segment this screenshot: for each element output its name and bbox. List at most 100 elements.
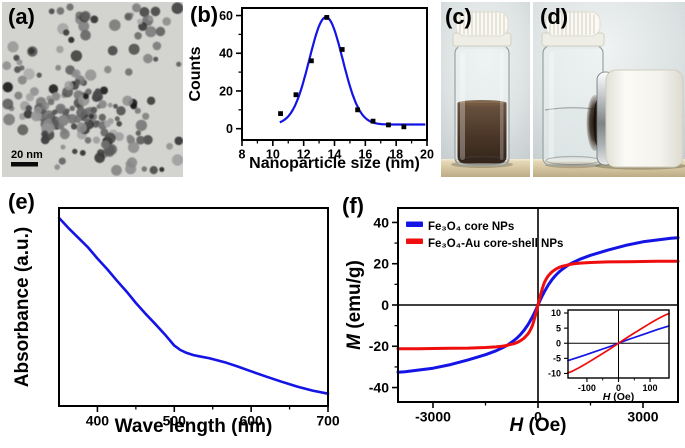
nanoparticle — [113, 103, 118, 109]
x-tick-label: 0 — [534, 409, 542, 425]
nanoparticle — [34, 106, 43, 114]
nanoparticles — [2, 2, 183, 176]
nanoparticle — [64, 80, 74, 91]
legend-swatch — [406, 221, 423, 227]
nanoparticle — [92, 90, 101, 99]
nanoparticle — [23, 68, 35, 80]
nanoparticle — [52, 109, 58, 115]
nanoparticle — [80, 30, 91, 41]
x-tick-label: 3000 — [627, 409, 658, 425]
x-tick-label: 8 — [239, 147, 246, 161]
nanoparticle — [25, 105, 33, 112]
nanoparticle — [13, 54, 20, 62]
nanoparticle — [132, 3, 141, 13]
nanoparticle — [134, 107, 141, 114]
y-axis-label: M (emu/g) — [344, 260, 365, 350]
nanoparticle — [55, 103, 66, 115]
x-tick-label: 600 — [239, 413, 263, 429]
data-point — [293, 92, 299, 98]
panel-c-photo: (c) — [441, 2, 530, 177]
cap-ribs — [549, 12, 595, 36]
nanoparticle — [166, 142, 174, 150]
y-axis-label: Counts — [187, 46, 204, 101]
nanoparticle — [114, 132, 124, 142]
y-tick-label: 0 — [556, 338, 561, 348]
nanoparticle — [149, 166, 158, 175]
x-tick-label: 0 — [616, 383, 621, 393]
nanoparticle — [2, 82, 13, 93]
series-line — [567, 312, 670, 374]
nanoparticle — [122, 95, 133, 107]
nanoparticle — [128, 43, 140, 55]
data-point — [339, 47, 345, 52]
nanoparticle — [51, 92, 61, 101]
nanoparticle — [60, 144, 66, 150]
nanoparticle — [85, 69, 97, 81]
nanoparticle — [143, 53, 153, 64]
nanoparticle — [82, 93, 89, 100]
nanoparticle — [19, 65, 25, 71]
nanoparticle — [162, 17, 171, 26]
nanoparticle — [171, 2, 183, 14]
y-tick-label: -20 — [369, 338, 389, 354]
nanoparticle — [111, 164, 122, 176]
nanoparticle — [114, 116, 120, 122]
nanoparticle — [25, 93, 35, 102]
nanoparticle — [125, 68, 133, 76]
nanoparticle — [69, 105, 76, 112]
x-tick-label: -100 — [578, 383, 596, 393]
nanoparticle — [90, 15, 99, 24]
nanoparticle — [116, 121, 122, 127]
y-tick-label: 20 — [373, 256, 389, 272]
nanoparticle — [127, 141, 140, 153]
nanoparticle — [155, 26, 166, 37]
data-point — [355, 107, 361, 113]
nanoparticle — [176, 61, 182, 67]
x-tick-label: 400 — [86, 413, 110, 429]
nanoparticle — [84, 137, 92, 144]
nanoparticle — [62, 29, 70, 36]
nanoparticle — [2, 61, 12, 71]
panel-label-c: (c) — [445, 4, 472, 29]
y-tick-label: 0 — [381, 297, 389, 313]
nanoparticle — [126, 157, 138, 168]
nanoparticle — [7, 41, 19, 53]
x-axis-label: Nanoparticle size (nm) — [249, 155, 420, 172]
nanoparticle — [48, 84, 59, 94]
nanoparticle — [135, 130, 141, 136]
nanoparticle — [40, 135, 50, 145]
nanoparticle — [98, 100, 107, 109]
glass-highlight — [500, 52, 504, 160]
nanoparticle — [47, 98, 55, 106]
nanoparticle — [17, 75, 27, 85]
x-tick-label: 14 — [328, 147, 342, 161]
y-tick-label: 40 — [373, 214, 389, 230]
nanoparticle — [70, 123, 78, 130]
y-tick-label: -10 — [548, 369, 561, 379]
panel-f-magnetization-chart: -3000 0 3000 -40 -20 0 20 40 H (Oe) M (emu/g) Fe₃O… — [340, 185, 685, 448]
nanoparticle — [72, 148, 78, 155]
scalebar — [11, 162, 38, 167]
liquid-surface — [457, 100, 507, 106]
nanoparticle — [16, 59, 23, 66]
tem-image: 20 nm — [2, 2, 183, 177]
gaussian-fit-curve — [279, 16, 426, 126]
nanoparticle — [104, 120, 112, 128]
panel-label-b: (b) — [190, 2, 219, 27]
glass-highlight — [549, 52, 554, 160]
data-point — [386, 122, 391, 128]
nanoparticle — [58, 157, 66, 165]
data-point — [308, 58, 314, 64]
nanoparticle — [28, 48, 35, 55]
chart-magnetization: -3000 0 3000 -40 -20 0 20 40 H (Oe) M (emu/g) Fe₃O… — [344, 207, 680, 436]
nanoparticle — [104, 65, 112, 74]
uvvis-chart: 400 500 600 700 Wave length (nm) Absorbance (… — [12, 207, 340, 437]
nanoparticle — [159, 167, 165, 172]
panel-b-size-distribution: 8 10 12 14 16 18 20 0 20 40 60 Nanoparticle size (n… — [183, 0, 440, 185]
nanoparticle — [134, 32, 142, 40]
nanoparticle — [78, 20, 90, 32]
nanoparticle — [58, 114, 69, 126]
nanoparticle — [83, 117, 89, 123]
nanoparticle — [116, 106, 126, 116]
nanoparticle — [126, 134, 134, 142]
